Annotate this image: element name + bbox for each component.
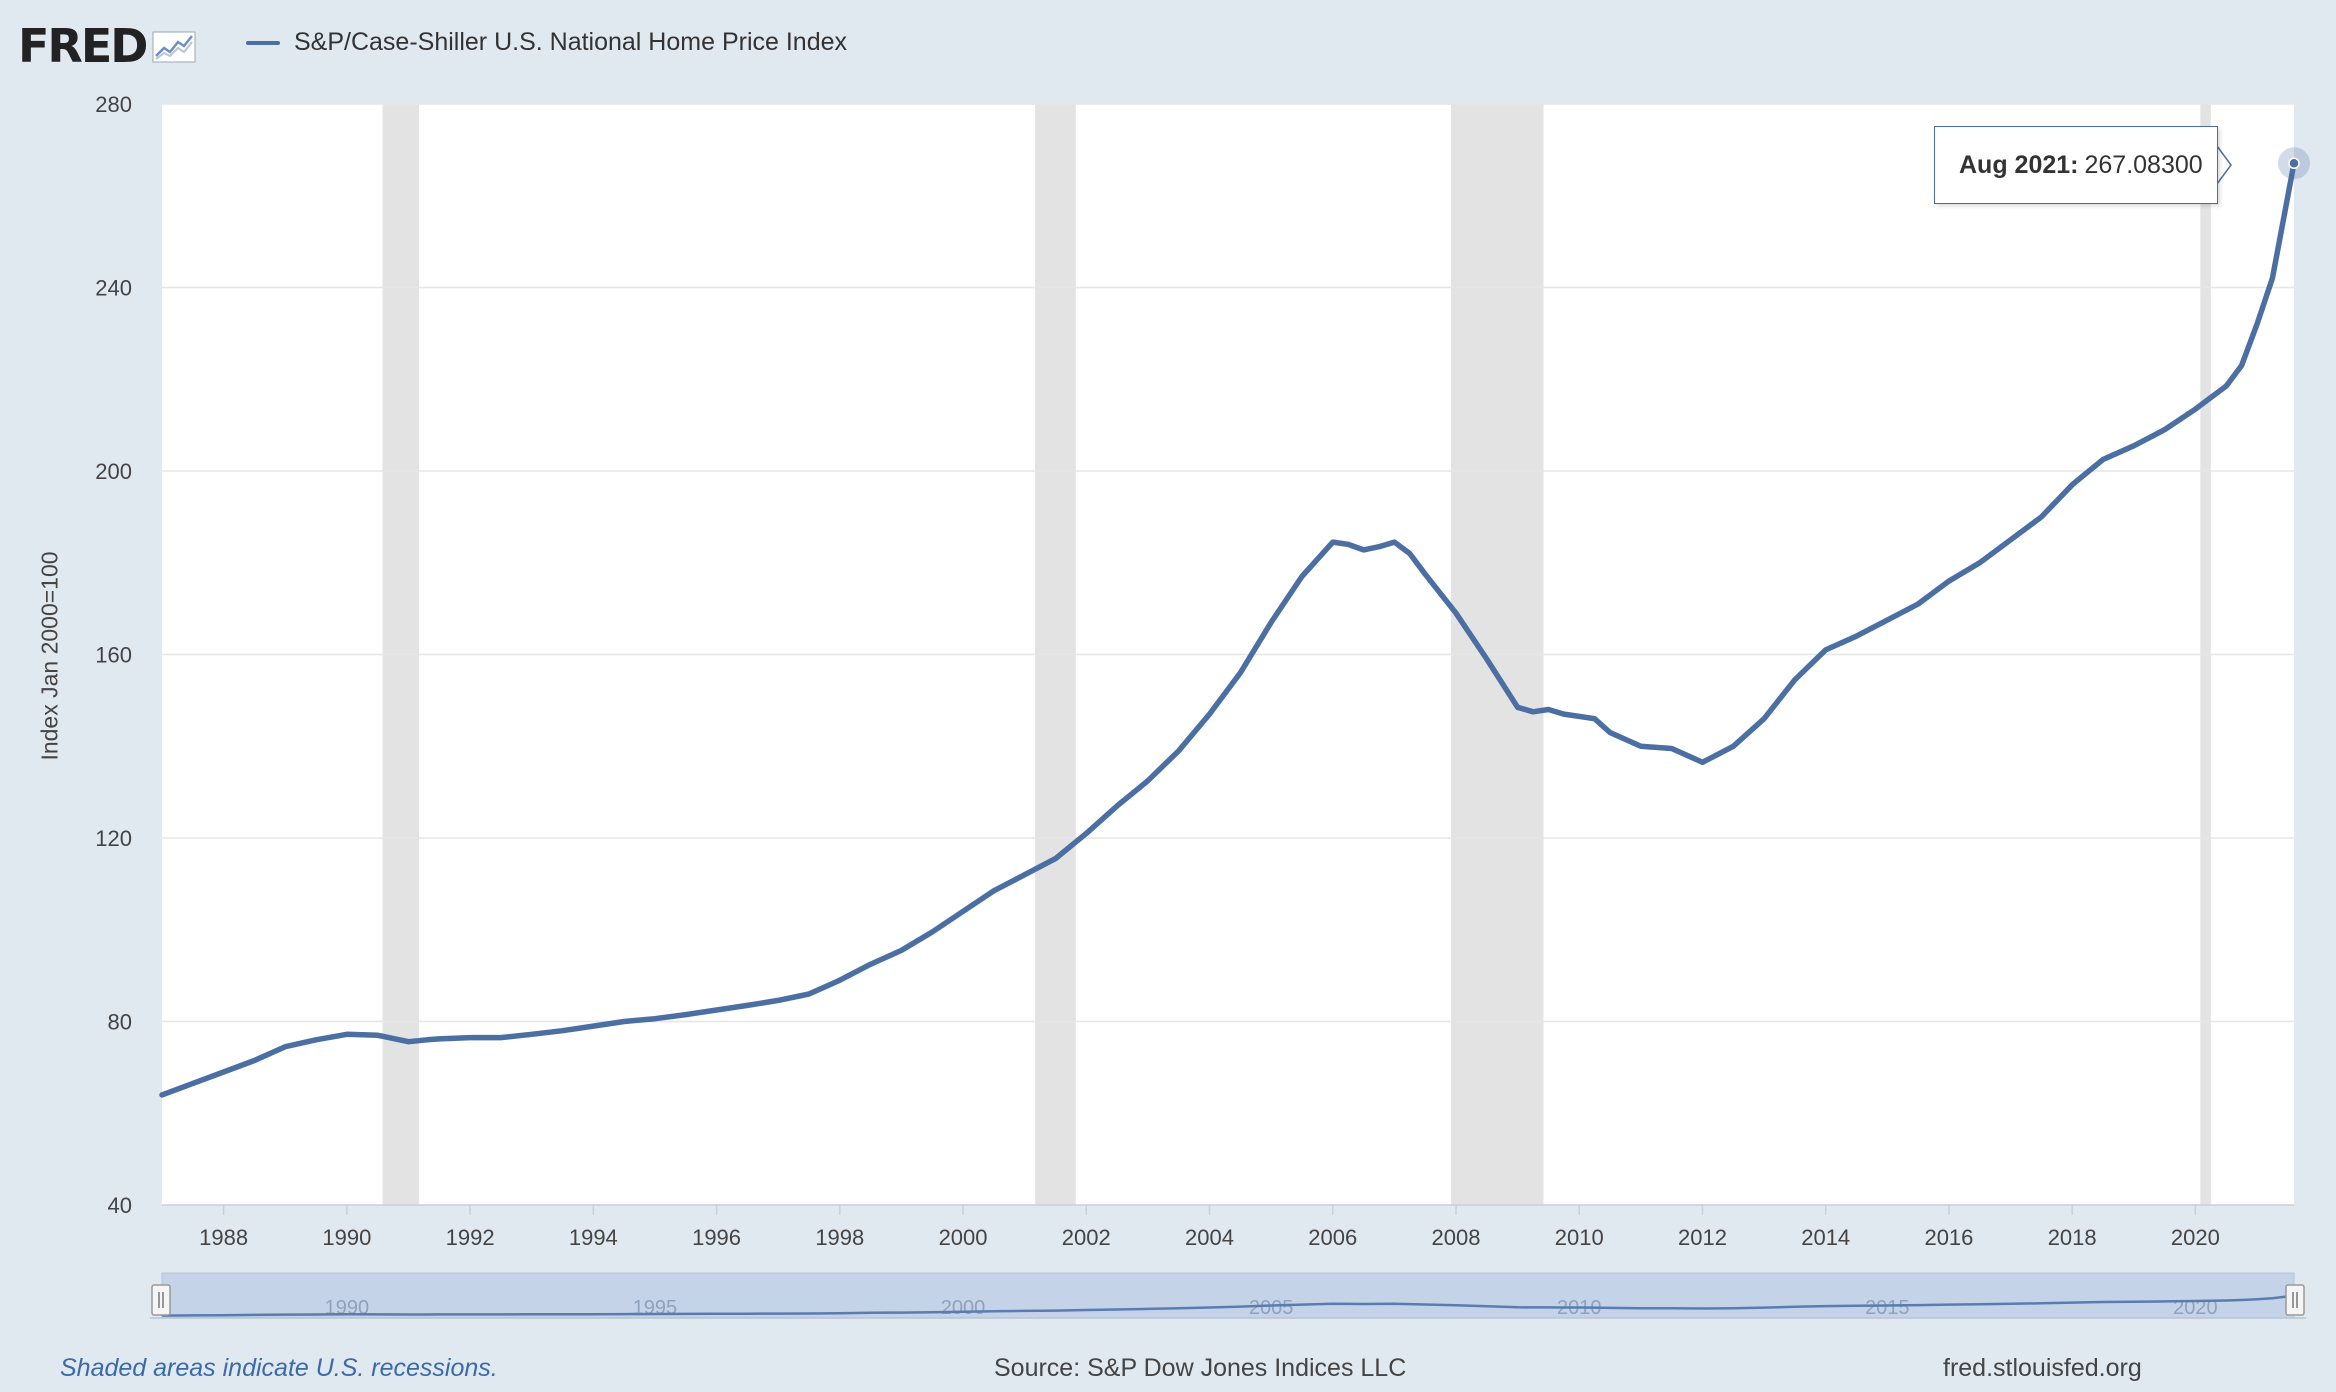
x-tick-2008: 2008: [1432, 1225, 1481, 1250]
chart-trend-icon: [152, 31, 196, 63]
value-tooltip: Aug 2021: 267.08300: [1934, 126, 2218, 204]
navigator-label-1995: 1995: [633, 1297, 678, 1319]
source-credit: Source: S&P Dow Jones Indices LLC: [994, 1354, 1407, 1382]
hover-point[interactable]: [2288, 157, 2300, 170]
x-tick-1996: 1996: [692, 1225, 741, 1250]
y-tick-200: 200: [95, 459, 132, 484]
y-tick-240: 240: [95, 276, 132, 301]
x-tick-1992: 1992: [446, 1225, 495, 1250]
x-tick-1998: 1998: [815, 1225, 864, 1250]
range-navigator[interactable]: 1990 1995 2000 2005 2010 2015 2020: [150, 1272, 2306, 1319]
tooltip-box: Aug 2021: 267.08300: [1934, 126, 2218, 204]
tooltip-date: Aug 2021:: [1959, 150, 2079, 179]
x-tick-2018: 2018: [2048, 1225, 2097, 1250]
y-tick-120: 120: [95, 826, 132, 851]
navigator-labels-group: 1990 1995 2000 2005 2010 2015 2020: [325, 1297, 2218, 1319]
x-tick-2002: 2002: [1062, 1225, 1111, 1250]
fred-url-link[interactable]: fred.stlouisfed.org: [1943, 1354, 2142, 1382]
x-tick-2012: 2012: [1678, 1225, 1727, 1250]
navigator-label-1990: 1990: [325, 1297, 370, 1319]
chart-legend[interactable]: S&P/Case-Shiller U.S. National Home Pric…: [246, 28, 847, 57]
x-tick-2006: 2006: [1308, 1225, 1357, 1250]
y-tick-80: 80: [108, 1010, 132, 1035]
x-tick-2010: 2010: [1555, 1225, 1604, 1250]
navigator-handle-left[interactable]: [151, 1284, 171, 1316]
navigator-series-line: [161, 1294, 2295, 1317]
x-tick-1994: 1994: [569, 1225, 618, 1250]
y-tick-280: 280: [95, 92, 132, 117]
grid-lines-group: [162, 103, 2294, 1023]
legend-series-label: S&P/Case-Shiller U.S. National Home Pric…: [294, 28, 848, 56]
navigator-label-2000: 2000: [941, 1297, 986, 1319]
navigator-label-2020: 2020: [2173, 1297, 2218, 1319]
navigator-handle-right[interactable]: [2285, 1284, 2305, 1316]
navigator-selection[interactable]: [161, 1272, 2295, 1319]
x-tick-2000: 2000: [939, 1225, 988, 1250]
tooltip-value: 267.08300: [2084, 150, 2203, 179]
x-tick-labels-group: 1988 1990 1992 1994 1996 1998 2000 2002 2004 2006…: [199, 1205, 2220, 1250]
legend-series-swatch: [246, 40, 280, 45]
x-tick-2016: 2016: [1924, 1225, 1973, 1250]
x-tick-1988: 1988: [199, 1225, 248, 1250]
series-line[interactable]: [159, 160, 2297, 1098]
fred-logo[interactable]: FRED: [18, 18, 196, 74]
x-tick-2020: 2020: [2171, 1225, 2220, 1250]
x-tick-2014: 2014: [1801, 1225, 1850, 1250]
navigator-label-2005: 2005: [1249, 1297, 1294, 1319]
y-tick-labels-group: 40 80 120 160 200 240 280: [95, 92, 132, 1218]
fred-logo-text: FRED: [18, 19, 148, 73]
x-tick-1990: 1990: [322, 1225, 371, 1250]
y-tick-160: 160: [95, 643, 132, 668]
x-tick-2004: 2004: [1185, 1225, 1234, 1250]
navigator-label-2015: 2015: [1865, 1297, 1910, 1319]
recession-note: Shaded areas indicate U.S. recessions.: [60, 1354, 498, 1382]
y-tick-40: 40: [108, 1193, 132, 1218]
